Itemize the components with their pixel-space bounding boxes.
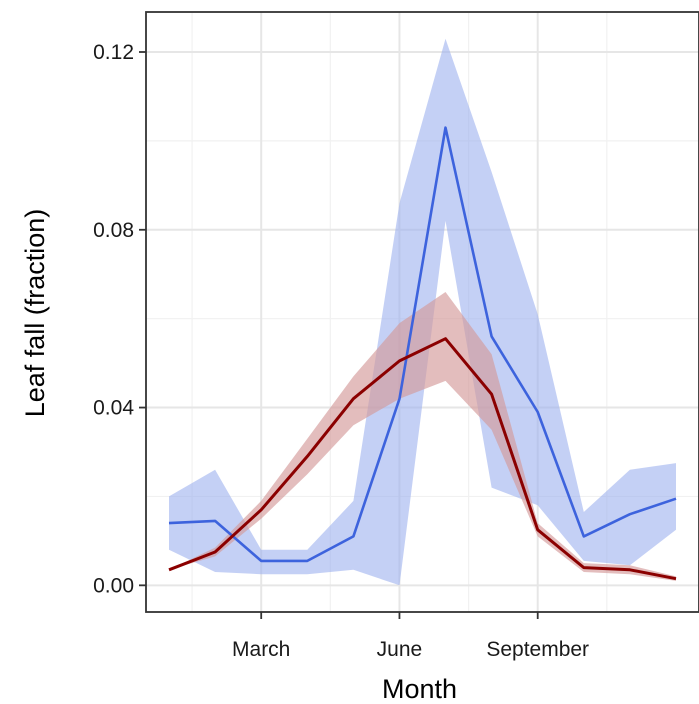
- x-axis-title: Month: [382, 674, 457, 704]
- y-tick-label: 0.08: [93, 219, 134, 242]
- x-tick-label: June: [377, 638, 423, 661]
- x-tick-label: March: [232, 638, 290, 661]
- plot-panel-border: [145, 11, 699, 613]
- y-tick-label: 0.00: [93, 574, 134, 597]
- series-line-1: [168, 126, 677, 563]
- series-line-2: [168, 337, 677, 581]
- series-lines: [168, 126, 677, 581]
- x-tick-label: September: [486, 638, 589, 661]
- y-tick-label: 0.04: [93, 397, 134, 420]
- axes: 0.00 0.04 0.08 0.12 March June September: [93, 41, 589, 661]
- y-tick-label: 0.12: [93, 41, 134, 64]
- y-axis-title: Leaf fall (fraction): [20, 209, 50, 418]
